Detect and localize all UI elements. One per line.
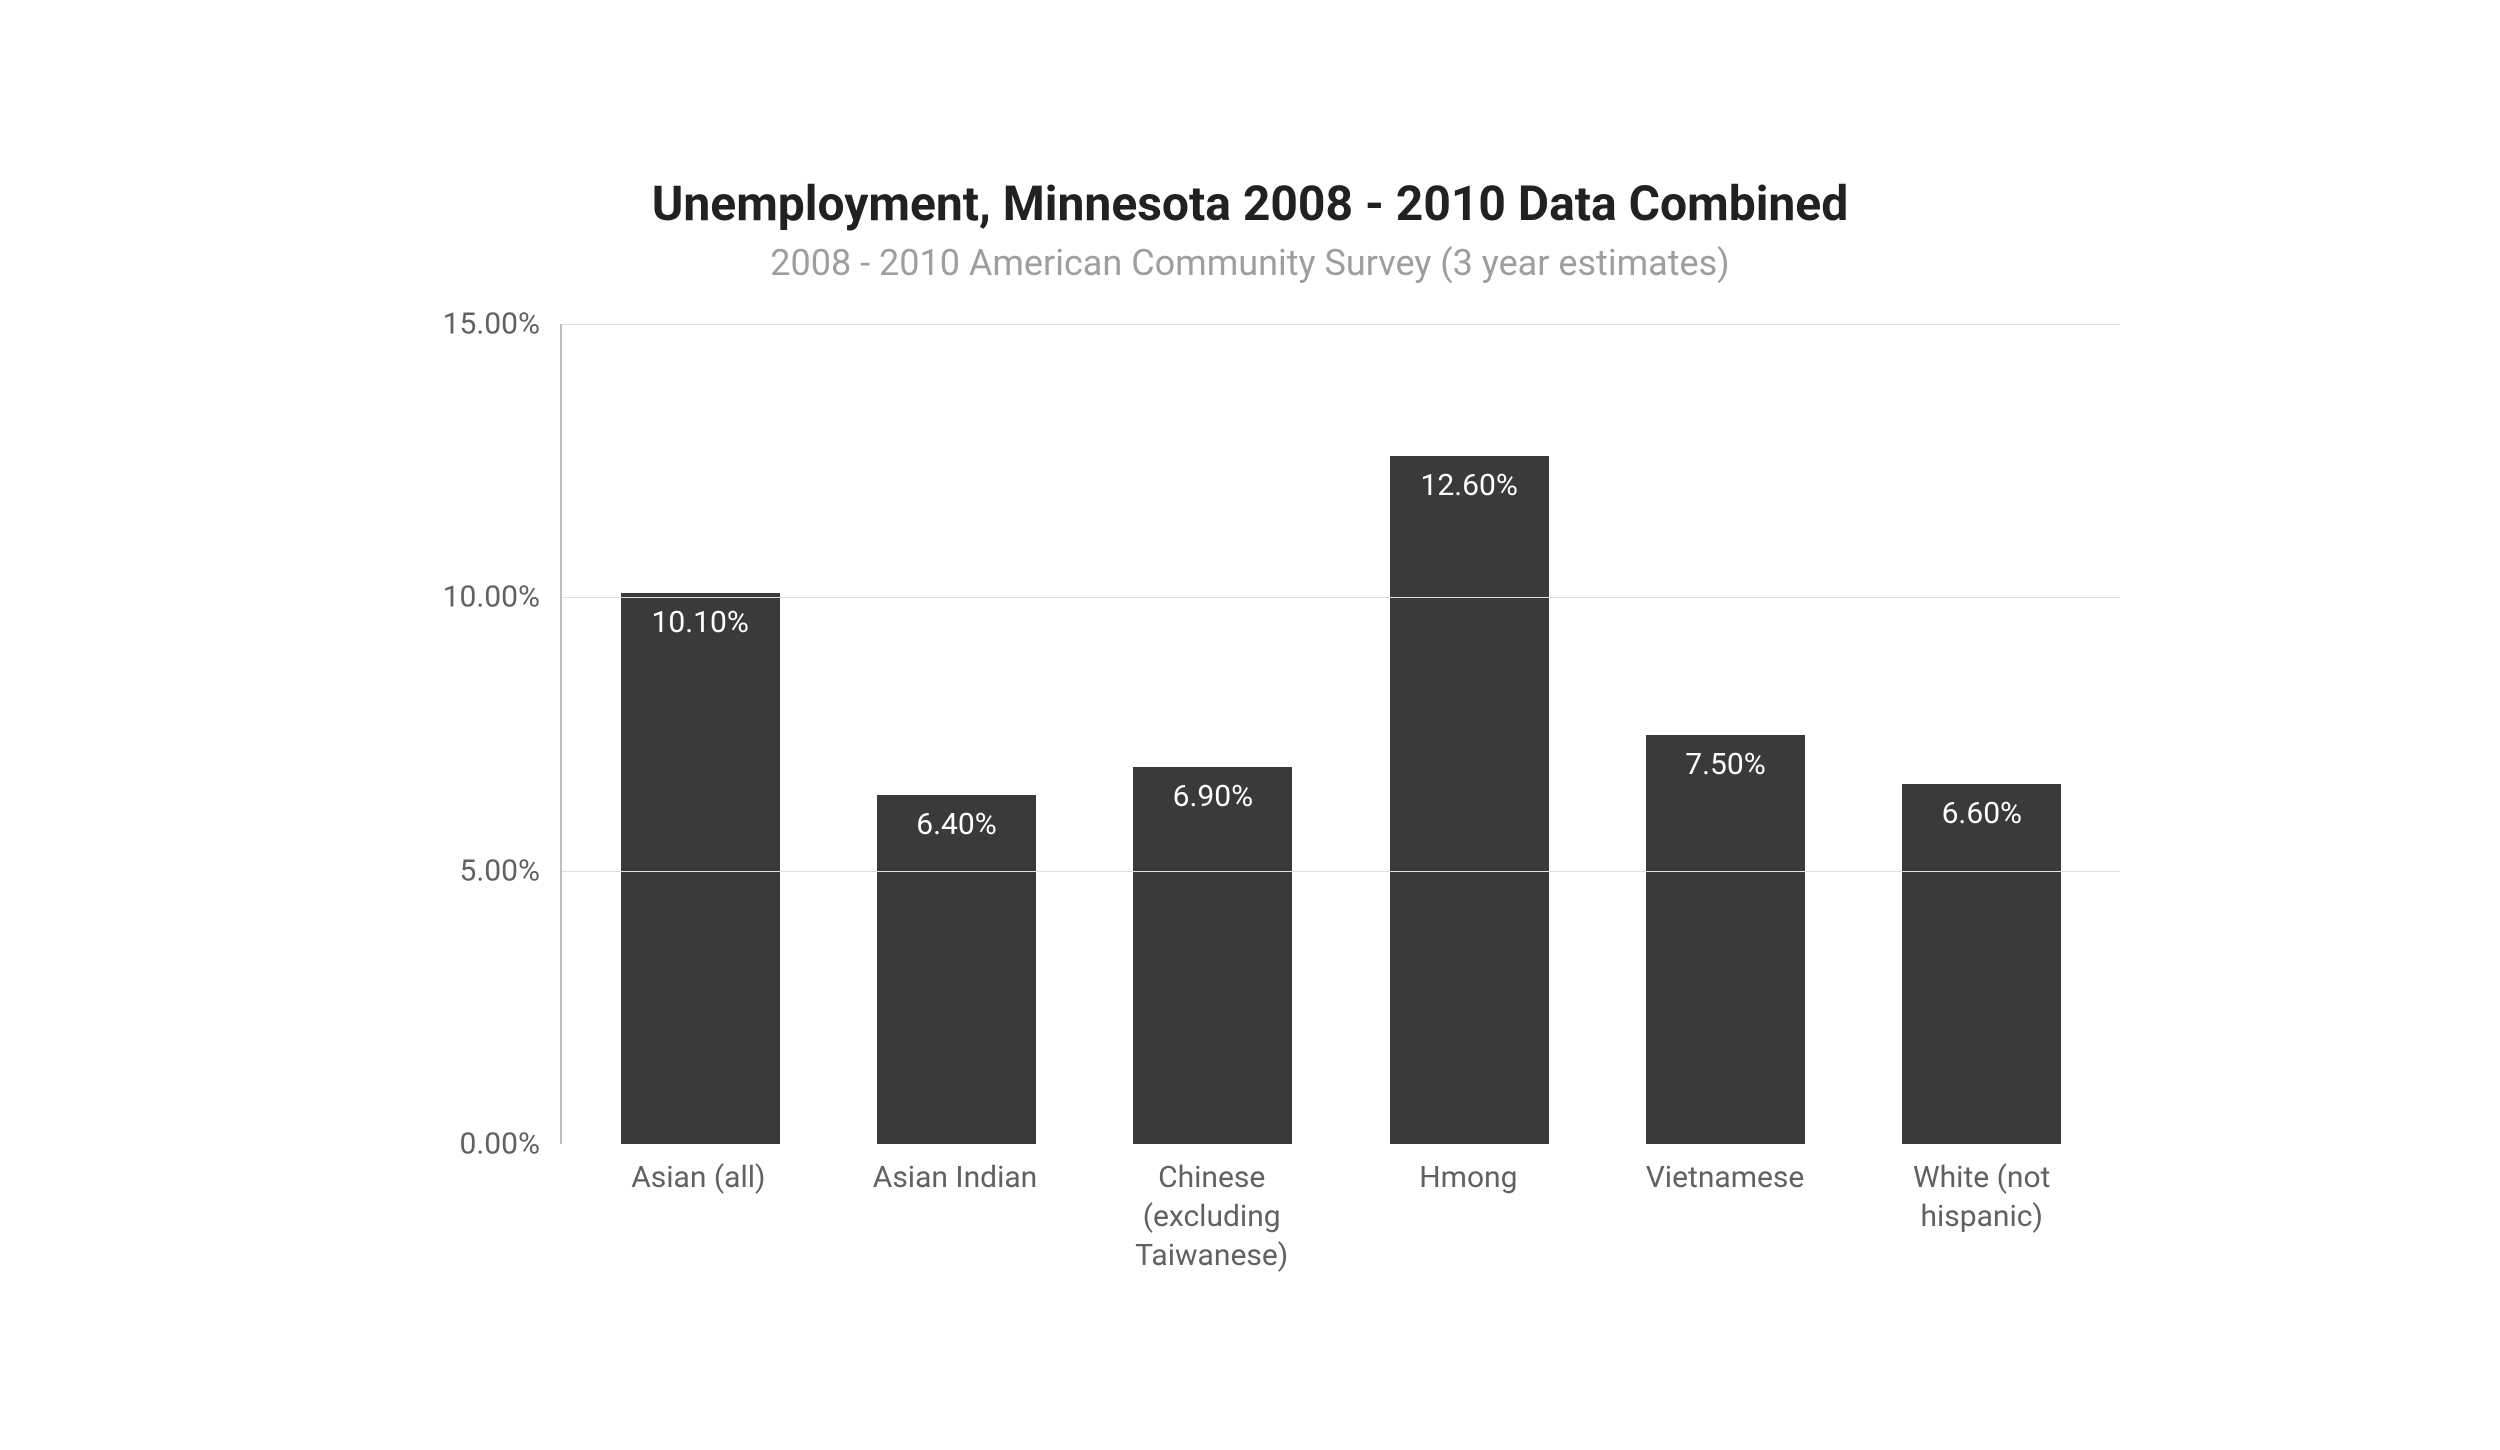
ytick-label: 10.00% xyxy=(443,580,540,615)
bar-value-label: 6.90% xyxy=(1133,779,1292,814)
chart-title: Unemployment, Minnesota 2008 - 2010 Data… xyxy=(380,175,2120,232)
bar-slot: 6.60% xyxy=(1854,325,2110,1144)
bar-slot: 7.50% xyxy=(1597,325,1853,1144)
xtick-label: White (nothispanic) xyxy=(1853,1158,2110,1275)
bar: 10.10% xyxy=(621,593,780,1144)
bar-value-label: 7.50% xyxy=(1646,747,1805,782)
plot-region: 0.00%5.00%10.00%15.00% 10.10%6.40%6.90%1… xyxy=(380,324,2120,1144)
bar-slot: 6.90% xyxy=(1085,325,1341,1144)
gridline xyxy=(562,597,2120,598)
bar-value-label: 10.10% xyxy=(621,605,780,640)
bar-chart: Unemployment, Minnesota 2008 - 2010 Data… xyxy=(300,135,2200,1315)
bar: 7.50% xyxy=(1646,735,1805,1145)
bar: 12.60% xyxy=(1390,456,1549,1144)
xtick-label: Asian (all) xyxy=(570,1158,827,1275)
bar-slot: 10.10% xyxy=(572,325,828,1144)
bar: 6.60% xyxy=(1902,784,2061,1144)
xtick-label: Vietnamese xyxy=(1597,1158,1854,1275)
xtick-label: Chinese(excludingTaiwanese) xyxy=(1083,1158,1340,1275)
bar-slot: 6.40% xyxy=(828,325,1084,1144)
plot-area: 10.10% 6.40% 6.90% 12.60% 7.50% 6.60% xyxy=(560,324,2120,1144)
x-axis: Asian (all)Asian IndianChinese(excluding… xyxy=(380,1144,2120,1275)
ytick-label: 5.00% xyxy=(460,853,540,888)
ytick-label: 0.00% xyxy=(460,1127,540,1162)
y-axis: 0.00%5.00%10.00%15.00% xyxy=(380,324,560,1144)
chart-subtitle: 2008 - 2010 American Community Survey (3… xyxy=(380,242,2120,284)
bars-container: 10.10% 6.40% 6.90% 12.60% 7.50% 6.60% xyxy=(562,324,2120,1144)
bar-value-label: 6.60% xyxy=(1902,796,2061,831)
xtick-label: Asian Indian xyxy=(827,1158,1084,1275)
bar-value-label: 12.60% xyxy=(1390,468,1549,503)
gridline xyxy=(562,324,2120,325)
bar: 6.90% xyxy=(1133,767,1292,1144)
bar-slot: 12.60% xyxy=(1341,325,1597,1144)
bar: 6.40% xyxy=(877,795,1036,1144)
xtick-label: Hmong xyxy=(1340,1158,1597,1275)
ytick-label: 15.00% xyxy=(443,307,540,342)
bar-value-label: 6.40% xyxy=(877,807,1036,842)
gridline xyxy=(562,871,2120,872)
